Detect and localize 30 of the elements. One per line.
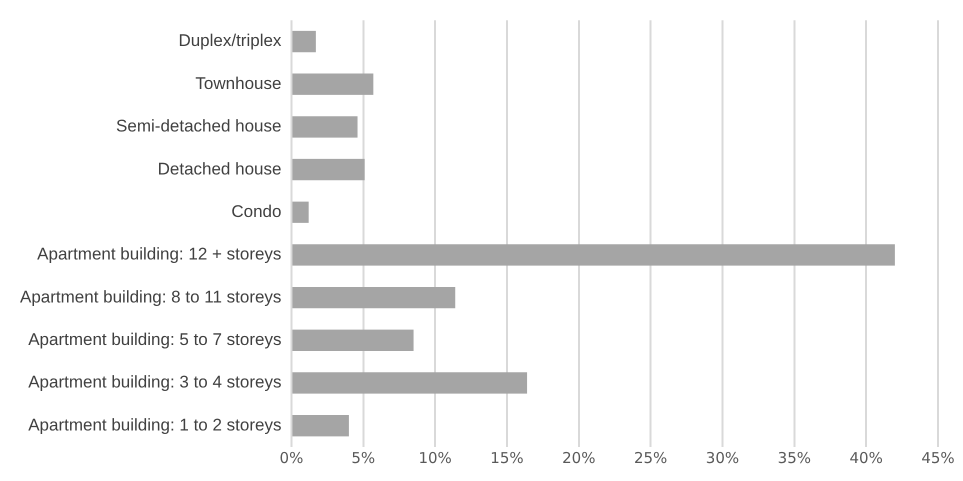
y-tick-label: Townhouse xyxy=(195,74,282,93)
bar xyxy=(292,372,528,394)
bar xyxy=(292,330,414,351)
y-tick-label: Apartment building: 3 to 4 storeys xyxy=(28,372,282,392)
bar xyxy=(292,30,316,52)
y-tick-label: Condo xyxy=(231,202,282,221)
x-tick-label: 40% xyxy=(849,448,883,467)
bar xyxy=(292,286,456,308)
x-tick-label: 5% xyxy=(351,448,376,467)
x-tick-label: 30% xyxy=(706,448,740,467)
bar xyxy=(292,202,309,223)
bar xyxy=(292,244,895,266)
x-tick-label: 0% xyxy=(280,448,304,467)
x-tick-label: 20% xyxy=(562,448,596,467)
bar xyxy=(292,158,365,180)
y-tick-label: Apartment building: 5 to 7 storeys xyxy=(28,330,282,349)
x-tick-label: 10% xyxy=(418,448,452,467)
bar xyxy=(292,414,349,436)
x-tick-label: 25% xyxy=(634,448,668,467)
y-tick-label: Detached house xyxy=(158,159,282,178)
x-tick-label: 35% xyxy=(778,448,811,467)
y-tick-label: Apartment building: 1 to 2 storeys xyxy=(28,415,282,434)
bar xyxy=(292,116,358,138)
x-tick-label: 45% xyxy=(921,448,955,467)
x-tick-label: 15% xyxy=(490,448,524,467)
y-tick-label: Apartment building: 12 + storeys xyxy=(37,244,282,264)
bar xyxy=(292,74,374,95)
y-tick-label: Apartment building: 8 to 11 storeys xyxy=(20,287,282,306)
y-tick-label: Semi-detached house xyxy=(116,116,282,136)
y-tick-label: Duplex/triplex xyxy=(178,31,282,50)
